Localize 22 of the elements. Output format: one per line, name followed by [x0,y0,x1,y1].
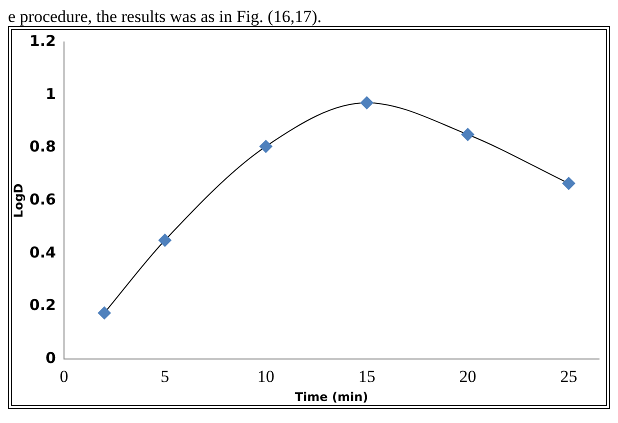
x-tick-label: 0 [60,366,68,386]
x-tick-label: 25 [560,366,578,386]
x-tick-label: 5 [160,366,170,386]
x-tick-label: 15 [358,366,376,386]
x-tick-label: 20 [459,366,476,386]
y-tick-label: 0.4 [29,243,56,262]
point [259,140,272,153]
y-tick-label: 0.2 [29,296,56,314]
y-tick-label: 1 [46,84,56,103]
point [98,306,111,320]
point [360,96,374,110]
point [461,128,474,142]
x-axis-title: Time (min) [294,390,368,404]
text: e procedure, the results was as in Fig. (16,17). [8,7,322,26]
y-tick-label: 0.8 [29,138,56,156]
y-tick-label: 0.6 [29,190,56,208]
point [562,176,576,190]
x-tick-label: 10 [257,366,274,386]
point [158,234,172,247]
y-tick-label: 0 [46,349,56,368]
y-tick-label: 1.2 [29,32,56,50]
y-axis-title: LogD [11,183,26,218]
